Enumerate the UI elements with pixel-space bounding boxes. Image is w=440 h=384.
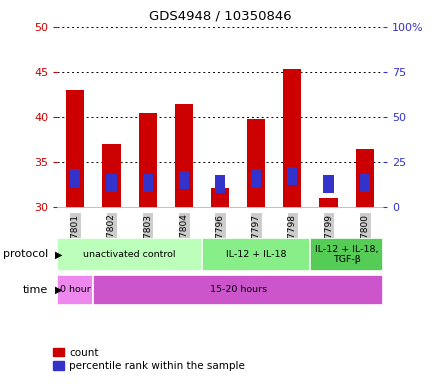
Bar bbox=[215, 175, 225, 193]
Bar bbox=[359, 174, 370, 192]
Text: ▶: ▶ bbox=[55, 249, 62, 260]
Bar bbox=[103, 144, 121, 207]
Text: IL-12 + IL-18,
TGF-β: IL-12 + IL-18, TGF-β bbox=[315, 245, 378, 264]
Text: 15-20 hours: 15-20 hours bbox=[209, 285, 267, 295]
Bar bbox=[283, 69, 301, 207]
Bar bbox=[139, 113, 157, 207]
Bar bbox=[70, 169, 81, 187]
Bar bbox=[211, 187, 229, 207]
Bar bbox=[93, 275, 383, 305]
Bar bbox=[202, 238, 311, 271]
Bar bbox=[287, 167, 297, 185]
Bar bbox=[247, 119, 265, 207]
Bar bbox=[143, 174, 153, 192]
Text: 0 hour: 0 hour bbox=[60, 285, 91, 295]
Bar bbox=[251, 169, 261, 187]
Text: IL-12 + IL-18: IL-12 + IL-18 bbox=[226, 250, 286, 259]
Text: time: time bbox=[23, 285, 48, 295]
Text: ▶: ▶ bbox=[55, 285, 62, 295]
Bar bbox=[175, 104, 193, 207]
Bar bbox=[57, 238, 202, 271]
Bar bbox=[319, 198, 337, 207]
Text: unactivated control: unactivated control bbox=[83, 250, 176, 259]
Bar bbox=[179, 171, 189, 189]
Bar bbox=[66, 90, 84, 207]
Bar bbox=[356, 149, 374, 207]
Bar bbox=[57, 275, 93, 305]
Bar bbox=[323, 175, 334, 193]
Text: GDS4948 / 10350846: GDS4948 / 10350846 bbox=[149, 10, 291, 23]
Bar bbox=[311, 238, 383, 271]
Legend: count, percentile rank within the sample: count, percentile rank within the sample bbox=[49, 344, 249, 375]
Bar bbox=[106, 174, 117, 192]
Text: protocol: protocol bbox=[3, 249, 48, 260]
